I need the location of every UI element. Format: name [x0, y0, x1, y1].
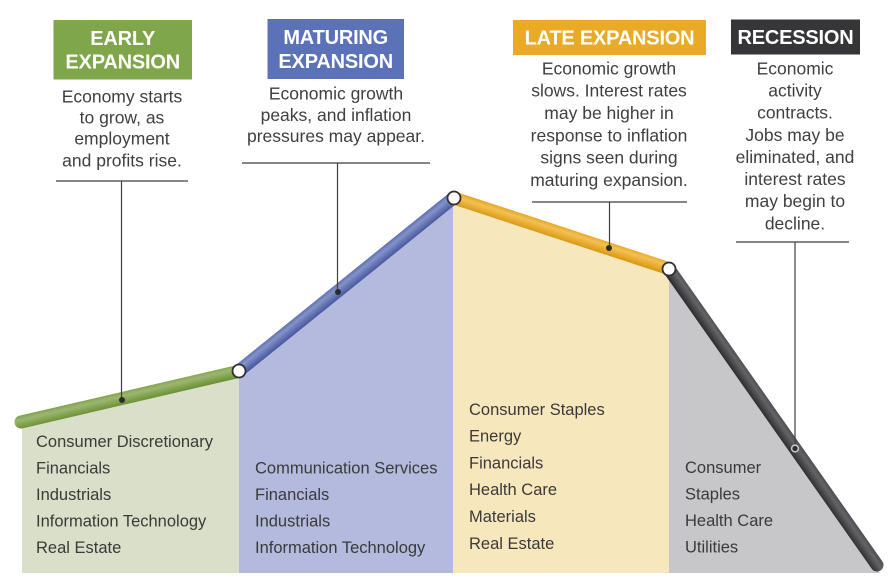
svg-text:Real Estate: Real Estate	[469, 535, 554, 553]
svg-text:Economic: Economic	[757, 58, 834, 78]
svg-text:Utilities: Utilities	[685, 538, 738, 556]
svg-text:Real Estate: Real Estate	[36, 539, 121, 557]
svg-text:decline.: decline.	[765, 213, 825, 233]
svg-text:employment: employment	[74, 129, 169, 149]
svg-text:EXPANSION: EXPANSION	[278, 51, 393, 73]
svg-text:signs seen during: signs seen during	[540, 148, 677, 168]
svg-text:peaks, and inflation: peaks, and inflation	[261, 105, 412, 125]
svg-text:activity: activity	[768, 81, 822, 101]
svg-text:Communication Services: Communication Services	[255, 459, 437, 477]
svg-text:Information Technology: Information Technology	[36, 513, 207, 531]
svg-text:response to inflation: response to inflation	[531, 125, 688, 145]
svg-text:Financials: Financials	[36, 459, 110, 477]
svg-text:may be higher in: may be higher in	[544, 103, 673, 123]
svg-text:Financials: Financials	[469, 454, 543, 472]
svg-text:and profits rise.: and profits rise.	[62, 150, 182, 170]
svg-text:eliminated, and: eliminated, and	[736, 147, 855, 167]
svg-text:Industrials: Industrials	[36, 486, 111, 504]
svg-text:Economy starts: Economy starts	[62, 86, 183, 106]
svg-text:Financials: Financials	[255, 486, 329, 504]
svg-text:to grow, as: to grow, as	[80, 108, 165, 128]
svg-text:interest rates: interest rates	[744, 169, 845, 189]
svg-text:MATURING: MATURING	[283, 27, 388, 49]
svg-text:Economic growth: Economic growth	[542, 58, 676, 78]
svg-text:Consumer Staples: Consumer Staples	[469, 401, 605, 419]
svg-text:EXPANSION: EXPANSION	[65, 52, 180, 74]
svg-text:maturing expansion.: maturing expansion.	[530, 170, 688, 190]
svg-text:Industrials: Industrials	[255, 513, 330, 531]
svg-text:Health Care: Health Care	[685, 512, 773, 530]
svg-text:may begin to: may begin to	[745, 191, 845, 211]
svg-text:LATE EXPANSION: LATE EXPANSION	[525, 28, 695, 50]
svg-text:Jobs may be: Jobs may be	[745, 125, 844, 145]
svg-text:RECESSION: RECESSION	[737, 27, 853, 49]
svg-text:slows. Interest rates: slows. Interest rates	[531, 81, 687, 101]
svg-text:contracts.: contracts.	[757, 103, 833, 123]
svg-text:Materials: Materials	[469, 508, 536, 526]
svg-text:Energy: Energy	[469, 428, 522, 446]
svg-text:Staples: Staples	[685, 485, 740, 503]
svg-text:Health Care: Health Care	[469, 481, 557, 499]
svg-text:Information Technology: Information Technology	[255, 539, 426, 557]
svg-text:Consumer: Consumer	[685, 459, 762, 477]
svg-text:Consumer Discretionary: Consumer Discretionary	[36, 433, 214, 451]
svg-text:Economic growth: Economic growth	[269, 84, 403, 104]
svg-text:EARLY: EARLY	[90, 28, 156, 50]
svg-text:pressures may appear.: pressures may appear.	[247, 126, 425, 146]
